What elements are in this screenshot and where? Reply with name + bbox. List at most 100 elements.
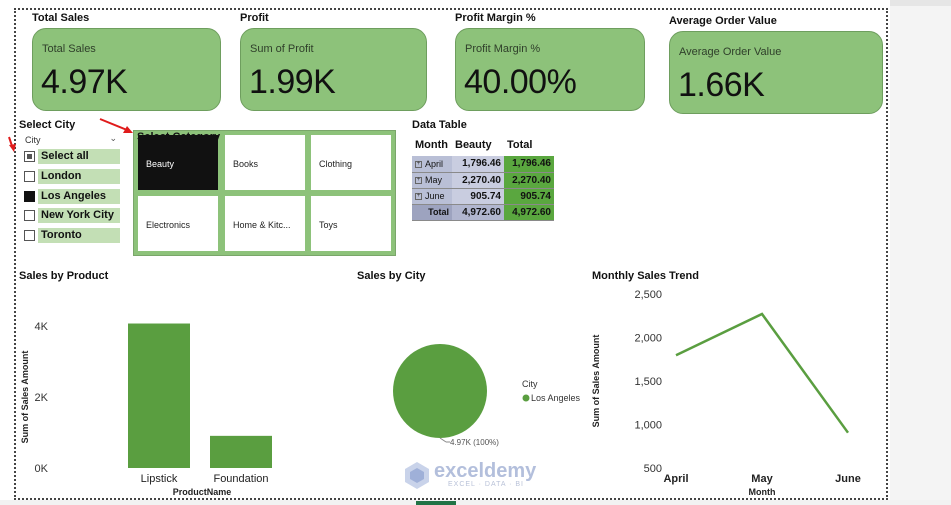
kpi-value: 4.97K [41,63,128,101]
kpi-card-total-sales[interactable]: Total Sales 4.97K [32,28,221,111]
data-table-title: Data Table [412,119,467,131]
background-panel [890,0,951,505]
y-tick-label: 4K [35,321,49,333]
month-label: April [425,158,444,169]
city-item-new-york[interactable]: New York City [24,208,120,223]
sheet-tab-active[interactable] [416,501,456,505]
expand-icon[interactable]: + [415,177,422,185]
checkbox-icon[interactable] [24,210,35,221]
checkbox-icon[interactable] [24,151,35,162]
exceldemy-watermark: exceldemy EXCEL · DATA · BI [402,460,552,496]
city-item-label: Los Angeles [38,189,120,204]
expand-icon[interactable]: + [415,193,422,201]
table-cell-total: 2,270.40 [504,172,554,189]
kpi-card-profit[interactable]: Sum of Profit 1.99K [240,28,427,111]
arrow-category-head [123,126,133,133]
bottom-strip [0,500,951,505]
category-tile-clothing[interactable]: Clothing [311,135,391,190]
kpi-title-avg-order: Average Order Value [669,15,777,27]
table-row: + April 1,796.46 1,796.46 [412,156,554,173]
kpi-value: 40.00% [464,63,577,101]
table-cell-beauty: 2,270.40 [452,172,504,189]
city-item-london[interactable]: London [24,169,120,184]
checkbox-icon[interactable] [24,191,35,202]
category-tile-electronics[interactable]: Electronics [138,196,218,251]
column-header-total[interactable]: Total [507,139,533,151]
logo-hexagon-inner [410,468,424,483]
kpi-title-total-sales: Total Sales [32,12,90,24]
kpi-subtitle: Profit Margin % [465,43,541,55]
y-tick-label: 2K [35,392,49,404]
category-tile-toys[interactable]: Toys [311,196,391,251]
expand-icon[interactable]: + [415,160,422,168]
y-tick-label: 0K [35,463,49,475]
legend-entry: Los Angeles [531,393,581,403]
chart-title-sales-by-city: Sales by City [357,270,426,282]
line-chart: 500 1,000 1,500 2,000 2,500 Sum of Sales Amou… [591,289,861,497]
table-cell-beauty: 1,796.46 [452,156,504,173]
city-item-select-all[interactable]: Select all [24,149,120,164]
kpi-title-profit: Profit [240,12,269,24]
watermark-tagline: EXCEL · DATA · BI [448,481,524,488]
table-cell-month: Total [412,204,452,221]
city-slicer-header[interactable]: City ⌄ [25,133,117,147]
y-tick-label: 2,500 [634,289,662,301]
city-item-label: Select all [38,149,120,164]
line-series-sales [675,312,850,434]
checkbox-icon[interactable] [24,230,35,241]
chevron-down-icon[interactable]: ⌄ [109,133,117,143]
x-axis-label: ProductName [173,487,232,497]
chart-title-monthly-trend: Monthly Sales Trend [592,270,699,282]
background-strip [890,0,951,6]
table-cell-beauty: 4,972.60 [452,204,504,221]
kpi-value: 1.66K [678,66,765,104]
kpi-subtitle: Sum of Profit [250,43,314,55]
y-tick-label: 500 [644,463,662,475]
city-item-toronto[interactable]: Toronto [24,228,120,243]
table-cell-total: 1,796.46 [504,156,554,173]
table-cell-total: 905.74 [504,188,554,205]
table-cell-beauty: 905.74 [452,188,504,205]
kpi-card-profit-margin[interactable]: Profit Margin % 40.00% [455,28,645,111]
table-cell-month: + June [412,188,452,205]
city-slicer-title: Select City [19,119,76,131]
category-tile-books[interactable]: Books [225,135,305,190]
watermark-logo-icon [405,462,429,489]
y-tick-label: 1,500 [634,376,662,388]
y-tick-label: 2,000 [634,333,662,345]
kpi-subtitle: Average Order Value [679,46,782,58]
city-item-los-angeles[interactable]: Los Angeles [24,189,120,204]
data-label-leader [439,437,447,443]
table-row: + June 905.74 905.74 [412,188,554,205]
city-item-label: Toronto [38,228,120,243]
city-slicer-header-label: City [25,135,41,145]
x-tick-label: Lipstick [141,473,178,485]
kpi-value: 1.99K [249,63,336,101]
table-cell-month: + May [412,172,452,189]
column-header-month[interactable]: Month [415,139,448,151]
column-header-beauty[interactable]: Beauty [455,139,492,151]
bar-foundation [210,435,272,468]
arrow-city-head [9,144,16,152]
category-tile-home-kitchen[interactable]: Home & Kitc... [225,196,305,251]
x-tick-label: June [835,473,861,485]
bar-chart: 0K 2K 4K Sum of Sales Amount Lipstick Foundat… [20,321,272,497]
arrow-category [99,118,128,131]
kpi-subtitle: Total Sales [42,43,96,55]
category-tile-beauty[interactable]: Beauty [138,135,218,190]
chart-title-sales-by-product: Sales by Product [19,270,109,282]
arrow-city [8,136,13,147]
kpi-title-profit-margin: Profit Margin % [455,12,536,24]
x-tick-label: May [751,473,773,485]
city-item-label: London [38,169,120,184]
checkbox-icon[interactable] [24,171,35,182]
pie-chart: 4.97K (100%) City Los Angeles [393,344,581,447]
annotation-arrows [8,118,133,152]
y-axis-label: Sum of Sales Amount [591,335,601,428]
legend-marker [522,394,530,402]
pie-data-label: 4.97K (100%) [450,438,499,447]
report-frame [14,8,888,500]
pie-slice-los-angeles [393,344,487,438]
kpi-card-avg-order[interactable]: Average Order Value 1.66K [669,31,883,114]
month-label: June [425,191,445,201]
